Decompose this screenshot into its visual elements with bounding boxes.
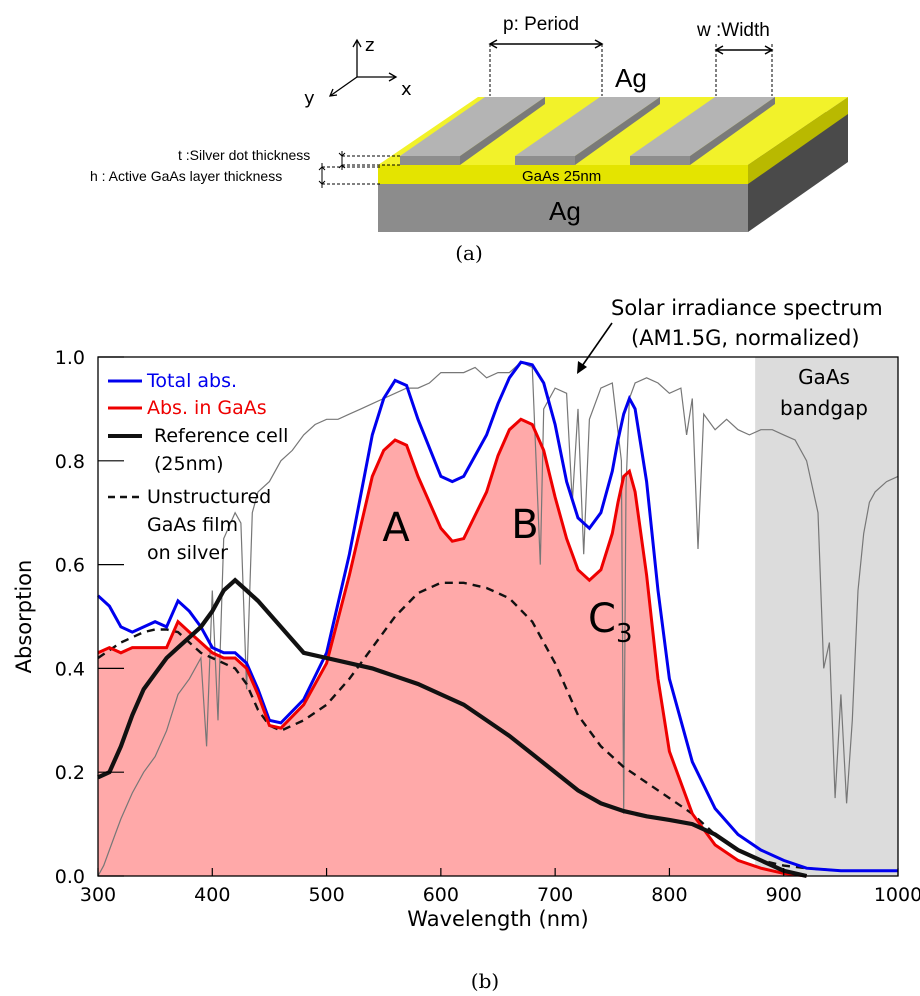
thickness-arrows — [318, 151, 346, 188]
peak-label-b: B — [511, 502, 538, 548]
ag-substrate-label: Ag — [549, 196, 581, 226]
solar-annotation-arrow — [577, 322, 613, 374]
period-dimension — [488, 39, 604, 96]
silver-stripe — [515, 97, 660, 165]
peak-label-c-main: C — [588, 596, 616, 642]
period-label: p: Period — [503, 14, 579, 35]
gaas-layer-label: GaAs 25nm — [522, 168, 601, 185]
plot-frame — [97, 356, 899, 877]
gaas-layer-front — [378, 165, 748, 184]
bandgap-label-line1: GaAs — [798, 365, 850, 389]
silver-stripe — [630, 97, 775, 165]
x-tick-label: 400 — [194, 884, 230, 906]
y-tick-label: 0.2 — [55, 762, 85, 784]
gaas-absorption-fill — [98, 419, 807, 876]
y-tick-label: 1.0 — [55, 347, 85, 369]
y-tick-label: 0.6 — [55, 555, 85, 577]
gaas-layer-side — [748, 97, 848, 184]
bandgap-region — [755, 357, 898, 876]
axis-y-label: y — [304, 88, 315, 109]
axis-x-label: x — [401, 79, 412, 100]
x-tick-label: 900 — [766, 884, 802, 906]
silver-substrate-side — [748, 112, 848, 232]
y-tick-label: 0.4 — [55, 658, 85, 680]
absorption-chart: 300 400 500 600 700 800 900 1000 0.0 0.2 0.4 0.6 0.8… — [12, 296, 920, 993]
solar-annotation-line1: Solar irradiance spectrum — [611, 296, 883, 320]
legend-label-unstructured-3: on silver — [147, 542, 228, 564]
silver-stripe — [400, 97, 545, 165]
bandgap-label-line2: bandgap — [780, 396, 868, 420]
x-axis-label: Wavelength (nm) — [407, 907, 588, 931]
peak-label-a: A — [382, 505, 410, 551]
y-tick-label: 0.8 — [55, 451, 85, 473]
y-axis-label: Absorption — [12, 560, 36, 674]
caption-b: (b) — [471, 969, 499, 993]
y-tick-label: 0.0 — [55, 866, 85, 888]
x-tick-label: 300 — [80, 884, 116, 906]
series-line-solar — [97, 361, 899, 877]
solar-annotation-line2: (AM1.5G, normalized) — [631, 326, 860, 350]
axis-ticks: 300 400 500 600 700 800 900 1000 0.0 0.2 0.4 0.6 0.8… — [55, 347, 920, 906]
axis-z-label: z — [365, 35, 374, 56]
x-tick-label: 600 — [423, 884, 459, 906]
series-line-gaas — [97, 417, 807, 878]
legend-label-unstructured-2: GaAs film — [147, 514, 238, 536]
legend: Total abs. Abs. in GaAs Reference cell (… — [108, 370, 288, 564]
ag-stripe-label: Ag — [615, 63, 647, 93]
peak-label-c-sub: 3 — [616, 619, 633, 649]
axes-triad — [328, 38, 398, 97]
h-thickness-label: h : Active GaAs layer thickness — [90, 168, 282, 184]
caption-a: (a) — [455, 241, 483, 265]
t-thickness-label: t :Silver dot thickness — [178, 147, 310, 163]
x-tick-label: 1000 — [874, 884, 920, 906]
legend-label-unstructured-1: Unstructured — [147, 486, 271, 508]
x-tick-label: 500 — [308, 884, 344, 906]
x-tick-label: 700 — [537, 884, 573, 906]
series-line-reference — [97, 577, 808, 879]
thickness-leaders — [322, 155, 402, 185]
silver-substrate-front — [378, 182, 748, 232]
legend-label-reference-1: Reference cell — [154, 425, 288, 447]
width-label: w :Width — [696, 20, 770, 41]
legend-label-reference-2: (25nm) — [154, 453, 224, 475]
device-schematic: z x y p: Period w :Width Ag GaAs 25nm Ag — [90, 14, 848, 265]
legend-label-total: Total abs. — [146, 370, 237, 392]
width-dimension — [714, 44, 774, 96]
x-tick-label: 800 — [651, 884, 687, 906]
peak-label-c: C3 — [588, 596, 632, 649]
legend-label-gaas: Abs. in GaAs — [147, 397, 267, 419]
